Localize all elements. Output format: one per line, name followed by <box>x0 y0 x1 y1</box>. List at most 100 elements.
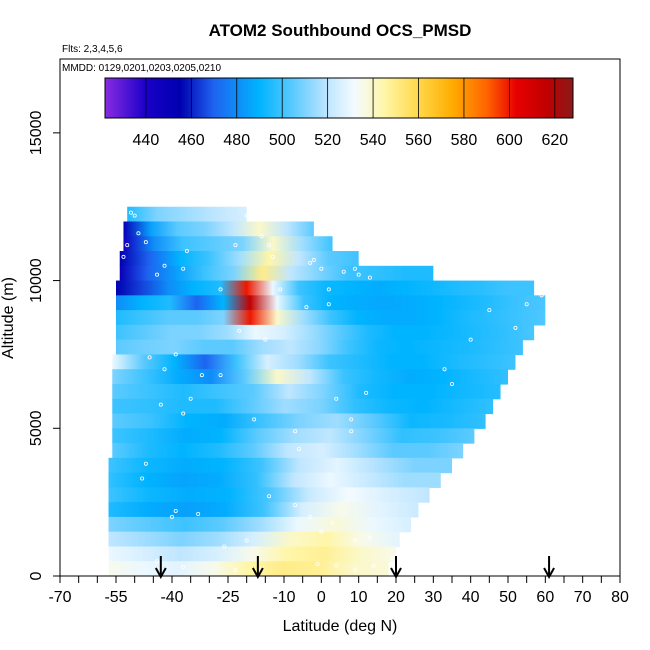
sample-point <box>449 381 454 386</box>
sample-point <box>539 293 544 298</box>
sample-point <box>349 417 354 422</box>
heatmap-layer <box>112 413 486 429</box>
sample-point <box>140 476 145 481</box>
sample-point <box>364 390 369 395</box>
sample-point <box>367 275 372 280</box>
colorbar-gradient <box>105 78 573 118</box>
sample-point <box>267 494 272 499</box>
sample-point <box>181 411 186 416</box>
sample-point <box>293 503 298 508</box>
sample-point <box>304 305 309 310</box>
sample-point <box>371 563 376 568</box>
sample-point <box>278 287 283 292</box>
profile-arrow <box>543 556 555 580</box>
sample-point <box>218 373 223 378</box>
sample-point <box>270 254 275 259</box>
sample-point <box>356 272 361 277</box>
sample-point <box>155 559 160 564</box>
sample-point <box>334 563 339 568</box>
sample-point <box>293 429 298 434</box>
colorbar-tick-label: 520 <box>314 132 341 149</box>
flights-label: Flts: 2,3,4,5,6 <box>62 44 123 55</box>
sample-point <box>442 367 447 372</box>
heatmap-layer <box>108 561 389 576</box>
heatmap-layer <box>112 443 464 459</box>
sample-point <box>162 263 167 268</box>
y-tick-label: 0 <box>28 571 45 580</box>
heatmap-layer <box>108 531 400 548</box>
sample-point <box>132 213 137 218</box>
colorbar-labels: 440 460 480 500 520 540 560 580 600 620 <box>133 132 569 149</box>
heatmap-layer <box>108 487 430 503</box>
sample-point <box>196 511 201 516</box>
sample-point <box>173 509 178 514</box>
x-tick-label: -70 <box>48 589 71 606</box>
sample-point <box>233 243 238 248</box>
colorbar-frame <box>104 77 574 119</box>
y-tick-label: 5000 <box>28 410 45 446</box>
sample-point <box>326 287 331 292</box>
heatmap-layer <box>112 398 494 415</box>
sample-point <box>468 337 473 342</box>
heatmap-layer <box>123 221 314 237</box>
colorbar-tick-label: 620 <box>541 132 568 149</box>
heatmap-layer <box>108 472 441 488</box>
colorbar <box>104 77 574 119</box>
heatmap-layer <box>123 236 333 252</box>
colorbar-tick-label: 480 <box>223 132 250 149</box>
y-axis: 0 5000 10000 15000 <box>28 111 60 580</box>
sample-points <box>121 210 544 573</box>
heatmap-layer <box>127 206 247 223</box>
sample-point <box>267 216 272 221</box>
sample-point <box>487 308 492 313</box>
heatmap-layer <box>108 502 419 518</box>
x-tick-label: 80 <box>611 589 629 606</box>
heatmap-layer <box>116 339 523 356</box>
sample-point <box>173 352 178 357</box>
profile-arrows <box>154 556 555 580</box>
sample-point <box>252 417 257 422</box>
colorbar-tick-label: 500 <box>269 132 296 149</box>
x-tick-label: 20 <box>387 589 405 606</box>
sample-point <box>158 402 163 407</box>
x-tick-label: 50 <box>499 589 517 606</box>
sample-point <box>259 234 264 239</box>
heatmap-layer <box>108 516 411 533</box>
sample-point <box>244 538 249 543</box>
sample-point <box>524 302 529 307</box>
sample-point <box>222 544 227 549</box>
colorbar-tick-label: 460 <box>178 132 205 149</box>
sample-point <box>334 396 339 401</box>
x-tick-label: -40 <box>160 589 183 606</box>
sample-point <box>308 514 313 519</box>
sample-point <box>352 538 357 543</box>
sample-point <box>315 562 320 567</box>
y-tick-label: 10000 <box>28 258 45 303</box>
x-tick-label: 0 <box>317 589 326 606</box>
heatmap-layers <box>108 206 546 576</box>
sample-point <box>125 243 130 248</box>
heatmap-layer <box>119 251 359 267</box>
sample-point <box>296 446 301 451</box>
sample-point <box>199 373 204 378</box>
sample-point <box>263 337 268 342</box>
x-axis-label: Latitude (deg N) <box>283 618 398 635</box>
y-tick-label: 15000 <box>28 111 45 156</box>
sample-point <box>218 287 223 292</box>
heatmap-layer <box>112 383 501 400</box>
sample-point <box>349 429 354 434</box>
sample-point <box>143 240 148 245</box>
heatmap-layer <box>108 457 453 474</box>
colorbar-tick-label: 540 <box>360 132 387 149</box>
chart-title: ATOM2 Southbound OCS_PMSD <box>209 21 472 40</box>
heatmap-layer <box>108 546 397 562</box>
colorbar-tick-label: 600 <box>496 132 523 149</box>
sample-point <box>237 328 242 333</box>
sample-point <box>181 565 186 570</box>
heatmap-layer <box>116 280 535 296</box>
sample-point <box>155 272 160 277</box>
profile-arrow <box>251 556 264 580</box>
dates-label: MMDD: 0129,0201,0203,0205,0210 <box>62 63 221 74</box>
x-tick-label: 40 <box>462 589 480 606</box>
sample-point <box>244 213 249 218</box>
